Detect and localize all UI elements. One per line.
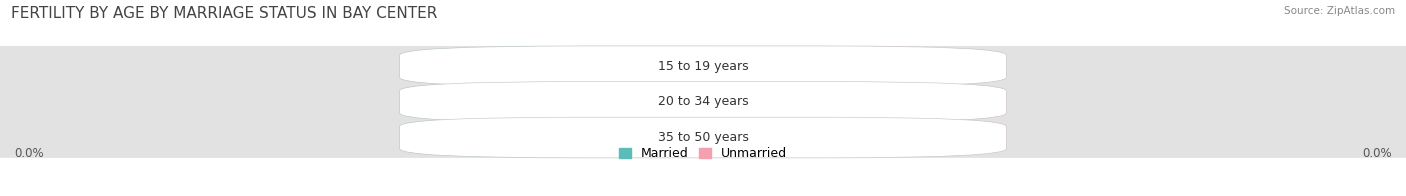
Text: 0.0%: 0.0% [626,61,657,71]
FancyBboxPatch shape [399,46,883,87]
FancyBboxPatch shape [399,117,883,158]
Text: 0.0%: 0.0% [626,97,657,107]
FancyBboxPatch shape [523,46,1007,87]
FancyBboxPatch shape [523,82,1007,122]
Text: 15 to 19 years: 15 to 19 years [658,60,748,73]
Text: 0.0%: 0.0% [749,61,780,71]
FancyBboxPatch shape [14,48,1392,84]
Text: 0.0%: 0.0% [626,132,657,142]
FancyBboxPatch shape [399,117,1007,158]
Text: 0.0%: 0.0% [14,147,44,160]
Legend: Married, Unmarried: Married, Unmarried [619,147,787,160]
FancyBboxPatch shape [14,120,1392,155]
Text: 20 to 34 years: 20 to 34 years [658,95,748,108]
FancyBboxPatch shape [399,82,1007,122]
Text: 0.0%: 0.0% [1362,147,1392,160]
Text: FERTILITY BY AGE BY MARRIAGE STATUS IN BAY CENTER: FERTILITY BY AGE BY MARRIAGE STATUS IN B… [11,6,437,21]
Text: 35 to 50 years: 35 to 50 years [658,131,748,144]
FancyBboxPatch shape [0,117,1406,158]
Text: Source: ZipAtlas.com: Source: ZipAtlas.com [1284,6,1395,16]
FancyBboxPatch shape [14,84,1392,120]
FancyBboxPatch shape [0,82,1406,122]
FancyBboxPatch shape [399,82,883,122]
FancyBboxPatch shape [523,117,1007,158]
FancyBboxPatch shape [399,46,1007,87]
Text: 0.0%: 0.0% [749,132,780,142]
FancyBboxPatch shape [0,46,1406,87]
Text: 0.0%: 0.0% [749,97,780,107]
